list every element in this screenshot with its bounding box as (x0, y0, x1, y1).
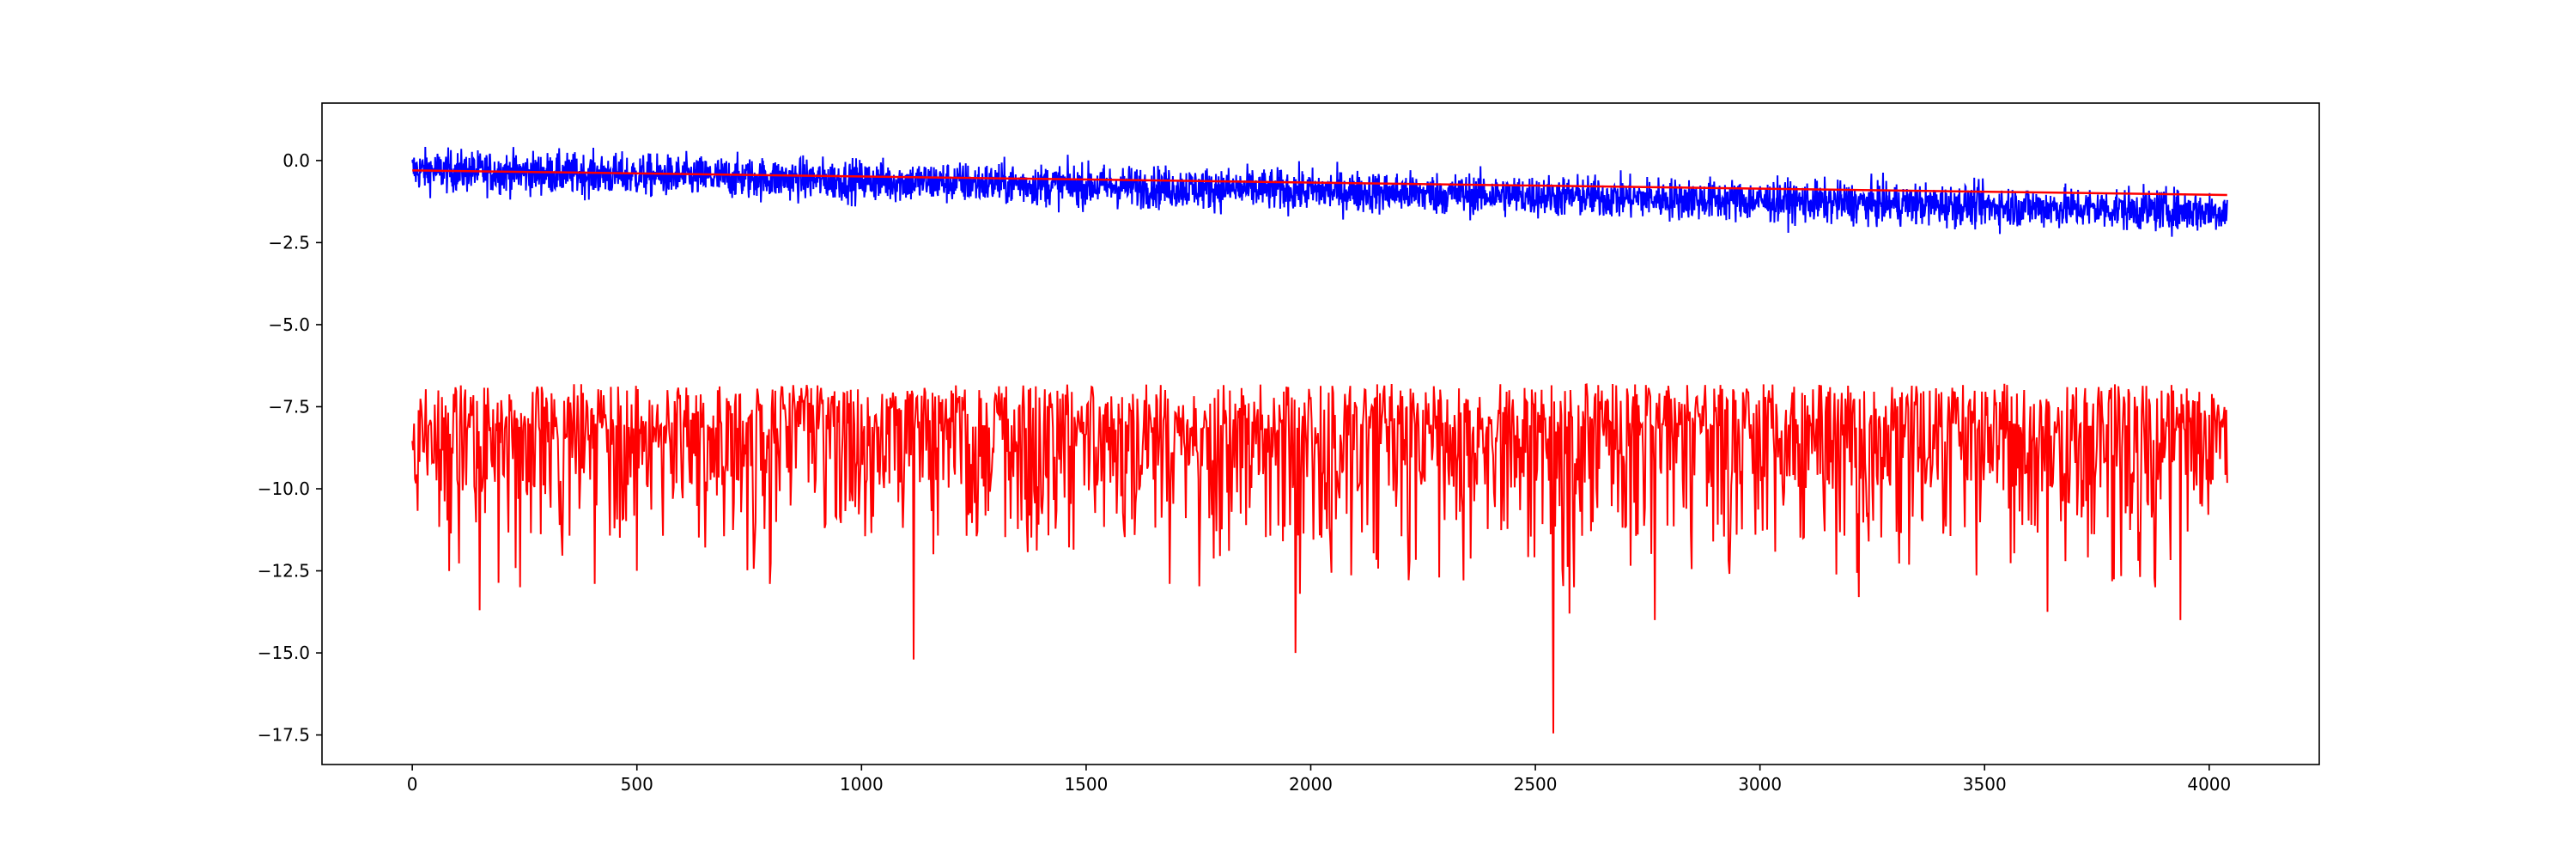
x-tick-label: 4000 (2187, 774, 2231, 795)
y-axis: 0.0 −2.5 −5.0 −7.5 −10.0 −12.5 −15.0 −17.5 (258, 150, 322, 746)
y-tick-label: −12.5 (258, 561, 310, 582)
x-tick-label: 2000 (1289, 774, 1333, 795)
axes-frame (321, 102, 2320, 765)
y-tick-label: −2.5 (268, 232, 310, 253)
y-tick-label: −10.0 (258, 478, 310, 499)
x-tick-label: 2500 (1514, 774, 1558, 795)
x-tick-label: 3500 (1963, 774, 2007, 795)
x-tick-label: 0 (407, 774, 418, 795)
x-axis: 0 500 1000 1500 2000 2500 3000 3500 4000 (407, 765, 2231, 795)
series-blue-line (411, 146, 2228, 237)
x-tick-label: 500 (621, 774, 653, 795)
trend-line (412, 169, 2227, 197)
y-tick-label: −15.0 (258, 643, 310, 663)
x-tick-label: 1000 (840, 774, 884, 795)
y-tick-label: −5.0 (268, 314, 310, 335)
plot-area (411, 146, 2228, 734)
y-tick-label: −17.5 (258, 725, 310, 746)
y-tick-label: 0.0 (283, 150, 310, 171)
y-tick-label: −7.5 (268, 396, 310, 417)
x-tick-label: 1500 (1064, 774, 1108, 795)
x-tick-label: 3000 (1738, 774, 1782, 795)
series-red-line (411, 383, 2228, 734)
